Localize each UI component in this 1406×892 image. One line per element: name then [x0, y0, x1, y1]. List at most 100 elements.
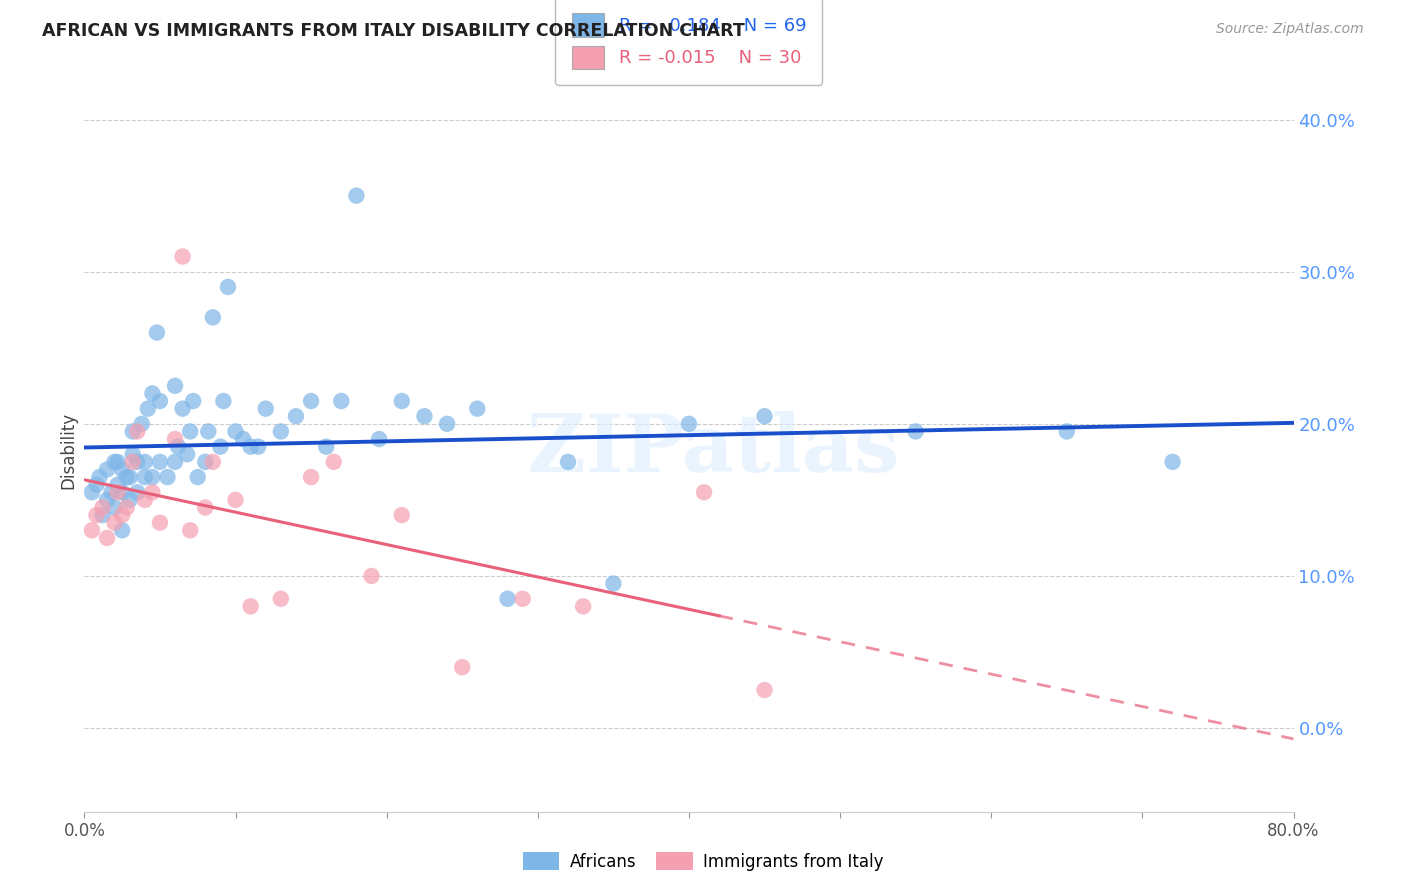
Point: [270, 425, 292, 439]
Point: [111, 485, 134, 500]
Point: [165, 455, 187, 469]
Point: [121, 447, 143, 461]
Point: [232, 432, 254, 446]
Point: [127, 455, 149, 469]
Point: [172, 250, 194, 264]
Point: [141, 470, 163, 484]
Point: [91, 508, 114, 522]
Point: [225, 492, 247, 507]
Point: [225, 425, 247, 439]
Point: [572, 599, 595, 614]
Point: [172, 401, 194, 416]
Point: [391, 508, 413, 522]
Point: [111, 462, 134, 476]
Point: [285, 409, 308, 424]
Point: [80, 485, 103, 500]
Point: [299, 470, 322, 484]
Point: [1161, 455, 1184, 469]
Point: [187, 470, 209, 484]
Point: [104, 516, 127, 530]
Point: [146, 326, 169, 340]
Point: [201, 310, 224, 325]
Point: [270, 591, 292, 606]
Point: [346, 188, 368, 202]
Point: [131, 417, 153, 431]
Point: [209, 440, 232, 454]
Point: [754, 409, 776, 424]
Point: [118, 470, 141, 484]
Point: [118, 492, 141, 507]
Point: [104, 500, 127, 515]
Text: ZIPatlas: ZIPatlas: [527, 411, 900, 490]
Point: [391, 394, 413, 409]
Text: Source: ZipAtlas.com: Source: ZipAtlas.com: [1216, 22, 1364, 37]
Point: [127, 485, 149, 500]
Point: [254, 401, 277, 416]
Point: [299, 394, 322, 409]
Point: [96, 462, 118, 476]
Point: [436, 417, 458, 431]
Point: [91, 500, 114, 515]
Point: [360, 569, 382, 583]
Point: [141, 386, 163, 401]
Point: [496, 591, 519, 606]
Point: [121, 455, 143, 469]
Point: [149, 455, 172, 469]
Point: [121, 425, 143, 439]
Point: [127, 425, 149, 439]
Point: [80, 524, 103, 538]
Point: [149, 394, 172, 409]
Point: [217, 280, 239, 294]
Point: [96, 531, 118, 545]
Y-axis label: Disability: Disability: [59, 412, 77, 489]
Point: [754, 683, 776, 698]
Point: [96, 492, 118, 507]
Point: [104, 455, 127, 469]
Point: [239, 599, 262, 614]
Point: [602, 576, 624, 591]
Point: [179, 524, 201, 538]
Point: [107, 455, 129, 469]
Point: [134, 470, 156, 484]
Point: [330, 394, 353, 409]
Point: [111, 508, 134, 522]
Point: [678, 417, 700, 431]
Point: [107, 485, 129, 500]
Point: [181, 394, 204, 409]
Text: AFRICAN VS IMMIGRANTS FROM ITALY DISABILITY CORRELATION CHART: AFRICAN VS IMMIGRANTS FROM ITALY DISABIL…: [42, 22, 745, 40]
Point: [167, 440, 190, 454]
Point: [141, 485, 163, 500]
Point: [413, 409, 436, 424]
Point: [467, 401, 489, 416]
Point: [111, 524, 134, 538]
Point: [115, 470, 138, 484]
Point: [693, 485, 716, 500]
Point: [239, 440, 262, 454]
Point: [156, 470, 179, 484]
Point: [149, 516, 172, 530]
Point: [89, 470, 111, 484]
Point: [100, 485, 122, 500]
Point: [115, 500, 138, 515]
Legend: Africans, Immigrants from Italy: Africans, Immigrants from Italy: [515, 844, 891, 880]
Point: [176, 447, 198, 461]
Point: [201, 455, 224, 469]
Point: [1056, 425, 1078, 439]
Point: [179, 425, 201, 439]
Point: [136, 401, 159, 416]
Point: [451, 660, 474, 674]
Point: [197, 425, 219, 439]
Point: [194, 455, 217, 469]
Point: [194, 500, 217, 515]
Point: [86, 477, 108, 491]
Point: [134, 455, 156, 469]
Point: [904, 425, 927, 439]
Point: [247, 440, 270, 454]
Point: [86, 508, 108, 522]
Point: [134, 492, 156, 507]
Point: [322, 455, 344, 469]
Point: [557, 455, 579, 469]
Legend: R =   0.184    N = 69, R = -0.015    N = 30: R = 0.184 N = 69, R = -0.015 N = 30: [555, 0, 823, 85]
Point: [315, 440, 337, 454]
Point: [512, 591, 534, 606]
